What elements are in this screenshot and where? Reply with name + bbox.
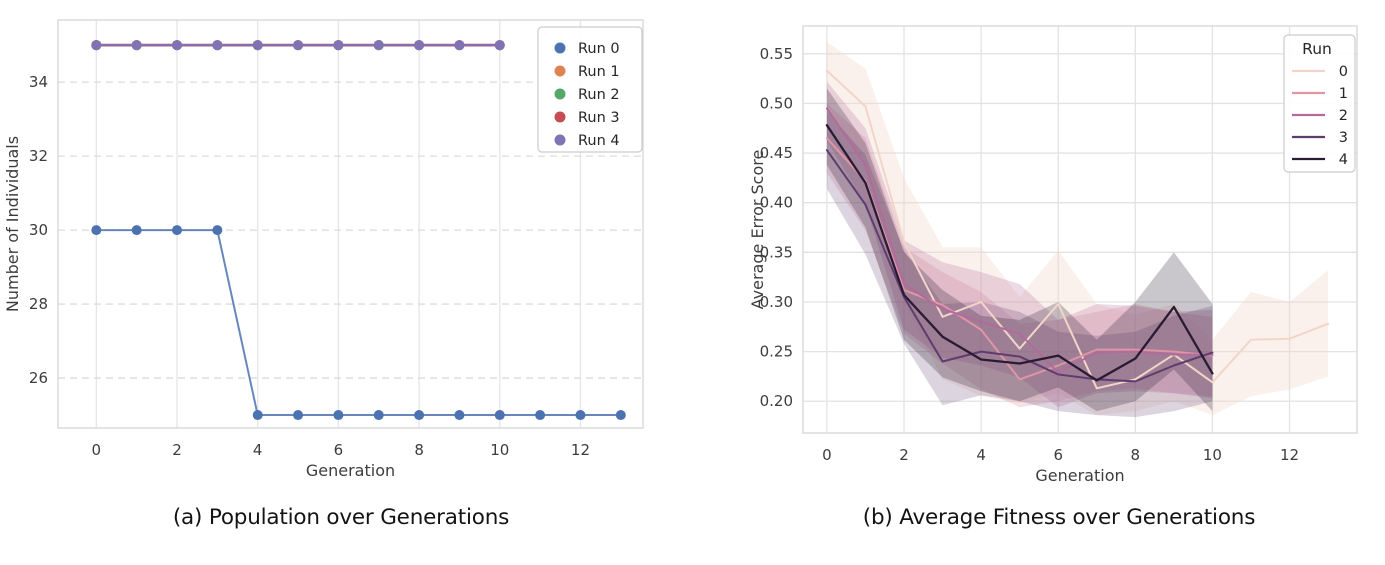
y-tick-label: 0.30 — [760, 293, 793, 311]
legend-label: 2 — [1339, 108, 1348, 124]
x-tick-label: 12 — [1280, 446, 1299, 464]
y-tick-label: 0.45 — [760, 144, 793, 162]
series-line-run-1 — [825, 137, 1214, 381]
legend-marker — [554, 111, 566, 123]
legend-title: Run — [1302, 40, 1332, 58]
legend-marker — [554, 65, 566, 77]
x-tick-label: 8 — [414, 441, 424, 459]
y-tick-label: 28 — [29, 295, 48, 313]
series-marker-run-Run 0 — [454, 410, 465, 421]
series-marker-run-Run 4 — [172, 40, 183, 51]
x-tick-label: 8 — [1131, 446, 1141, 464]
series-marker-run-Run 4 — [91, 40, 102, 51]
series-line-run-4 — [825, 124, 1214, 382]
series-line-run-3 — [825, 149, 1214, 383]
axes-spines — [802, 25, 1358, 434]
y-tick-label: 0.50 — [760, 94, 793, 112]
series-marker-run-Run 4 — [333, 40, 344, 51]
legend-label: 4 — [1339, 152, 1348, 168]
legend-marker — [554, 134, 566, 146]
x-tick-label: 10 — [1203, 446, 1222, 464]
legend-marker — [554, 42, 566, 54]
y-tick-label: 0.35 — [760, 243, 793, 261]
legend-label: Run 1 — [578, 64, 620, 80]
x-tick-label: 12 — [571, 441, 590, 459]
series-marker-run-Run 0 — [575, 410, 586, 421]
x-tick-label: 4 — [253, 441, 263, 459]
series-marker-run-Run 4 — [293, 40, 304, 51]
x-axis-label: Generation — [306, 461, 395, 480]
series-marker-run-Run 0 — [131, 225, 142, 236]
series-marker-run-Run 0 — [494, 410, 505, 421]
series-marker-run-Run 4 — [494, 40, 505, 51]
series-marker-run-Run 4 — [212, 40, 223, 51]
series-line-run-0 — [825, 69, 1330, 390]
legend-label: Run 2 — [578, 87, 620, 103]
series-marker-run-Run 0 — [615, 410, 626, 421]
x-tick-label: 10 — [490, 441, 509, 459]
y-tick-label: 0.20 — [760, 392, 793, 410]
population-chart: 0 2 4 6 8 10 12 26 28 30 32 34 Generation Number of I… — [3, 19, 644, 480]
legend-label: Run 0 — [578, 41, 620, 57]
y-tick-label: 32 — [29, 147, 48, 165]
series-line-run-2 — [825, 107, 1214, 374]
x-tick-label: 2 — [172, 441, 182, 459]
axes-spines — [57, 19, 644, 429]
series-marker-run-Run 4 — [252, 40, 263, 51]
legend-label: 0 — [1339, 64, 1348, 80]
series-marker-run-Run 4 — [414, 40, 425, 51]
y-axis-label: Number of Individuals — [3, 136, 22, 312]
x-tick-label: 0 — [92, 441, 102, 459]
series-marker-run-Run 0 — [293, 410, 304, 421]
x-axis-label: Generation — [1035, 466, 1124, 485]
series-marker-run-Run 0 — [333, 410, 344, 421]
confidence-band-run-0 — [826, 41, 1329, 416]
series-marker-run-Run 4 — [373, 40, 384, 51]
legend-label: Run 3 — [578, 110, 620, 126]
y-axis-label: Average Error Score — [748, 150, 767, 310]
y-tick-label: 30 — [29, 221, 48, 239]
series-marker-run-Run 0 — [252, 410, 263, 421]
series-marker-run-Run 0 — [373, 410, 384, 421]
confidence-band-run-1 — [826, 103, 1213, 408]
legend-label: 3 — [1339, 130, 1348, 146]
confidence-band-run-3 — [826, 111, 1213, 418]
y-tick-label: 34 — [29, 73, 48, 91]
y-tick-label: 0.40 — [760, 194, 793, 212]
series-line-run-Run 0 — [95, 229, 622, 417]
y-tick-label: 0.55 — [760, 45, 793, 63]
series-marker-run-Run 0 — [91, 225, 102, 236]
legend-label: 1 — [1339, 86, 1348, 102]
series-marker-run-Run 0 — [212, 225, 223, 236]
fitness-chart: 0 2 4 6 8 10 120.200.250.300.350.400.450.500.5… — [748, 25, 1358, 485]
x-tick-label: 6 — [334, 441, 344, 459]
y-tick-label: 26 — [29, 369, 48, 387]
confidence-band-run-2 — [826, 81, 1213, 408]
x-tick-label: 4 — [976, 446, 986, 464]
caption-fitness: (b) Average Fitness over Generations — [862, 505, 1256, 530]
caption-population: (a) Population over Generations — [172, 505, 510, 530]
x-tick-label: 0 — [822, 446, 832, 464]
x-tick-label: 2 — [899, 446, 909, 464]
series-marker-run-Run 0 — [172, 225, 183, 236]
legend-marker — [554, 88, 566, 100]
series-marker-run-Run 0 — [535, 410, 546, 421]
y-tick-label: 0.25 — [760, 343, 793, 361]
series-marker-run-Run 0 — [414, 410, 425, 421]
series-marker-run-Run 4 — [131, 40, 142, 51]
x-tick-label: 6 — [1053, 446, 1063, 464]
legend-label: Run 4 — [578, 133, 620, 149]
series-marker-run-Run 4 — [454, 40, 465, 51]
